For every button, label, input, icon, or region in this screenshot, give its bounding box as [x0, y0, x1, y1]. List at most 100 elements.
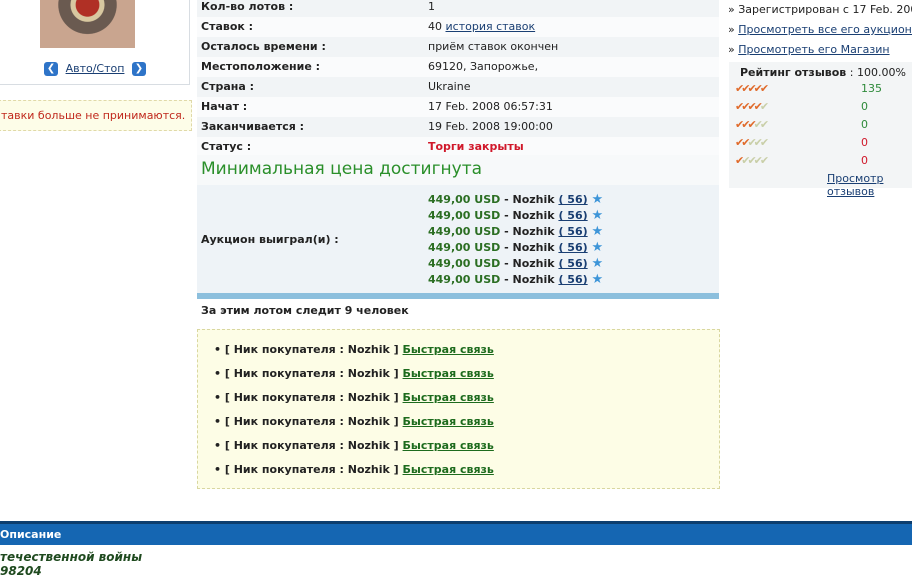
description-line: 98204 — [0, 564, 42, 578]
detail-value: 19 Feb. 2008 19:00:00 — [428, 117, 553, 137]
detail-value: приём ставок окончен — [428, 37, 558, 57]
check-rating-icon: ✔✔✔✔✔ — [735, 118, 769, 131]
registered-info: » Зарегистрирован с 17 Feb. 2008 — [728, 0, 912, 20]
detail-row: Заканчивается : 19 Feb. 2008 19:00:00 — [197, 117, 719, 137]
reserve-met-heading: Минимальная цена достигнута — [197, 155, 719, 185]
detail-row: Страна : Ukraine — [197, 77, 719, 97]
detail-value-text: 1 — [428, 0, 435, 13]
auto-stop-link[interactable]: Авто/Стоп — [65, 62, 125, 75]
winner-rating-link[interactable]: ( 56) — [558, 273, 588, 286]
winner-entry: 449,00 USD - Nozhik ( 56) ★ — [428, 208, 603, 224]
winners-section: Аукцион выиграл(и) : 449,00 USD - Nozhik… — [197, 185, 719, 293]
rating-row: ✔✔✔✔✔ 0 — [735, 98, 912, 116]
bids-closed-notice: тавки больше не принимаются. — [0, 100, 192, 131]
detail-label: Ставок : — [201, 20, 254, 33]
winner-entry: 449,00 USD - Nozhik ( 56) ★ — [428, 272, 603, 288]
rating-value: 100.00% — [856, 66, 906, 79]
star-icon: ★ — [591, 272, 604, 287]
rating-count: 135 — [861, 82, 882, 95]
detail-label: Осталось времени : — [201, 40, 326, 53]
buyer-item: • [ Ник покупателя : Nozhik ] Быстрая св… — [214, 410, 719, 434]
winner-rating-link[interactable]: ( 56) — [558, 225, 588, 238]
detail-label: Местоположение : — [201, 60, 321, 73]
detail-value-text: Торги закрыты — [428, 140, 524, 153]
prev-arrow-icon[interactable]: ❮ — [44, 62, 59, 76]
detail-value: 69120, Запорожье, — [428, 57, 538, 77]
winner-entry: 449,00 USD - Nozhik ( 56) ★ — [428, 224, 603, 240]
bid-history-link[interactable]: история ставок — [445, 20, 536, 33]
rating-count: 0 — [861, 136, 868, 149]
quick-contact-link[interactable]: Быстрая связь — [402, 415, 494, 428]
quick-contact-link[interactable]: Быстрая связь — [402, 343, 494, 356]
seller-info: » Зарегистрирован с 17 Feb. 2008 » Просм… — [728, 0, 912, 60]
buyer-item: • [ Ник покупателя : Nozhik ] Быстрая св… — [214, 362, 719, 386]
winners-label: Аукцион выиграл(и) : — [201, 233, 339, 246]
detail-value: 40 история ставок — [428, 17, 535, 37]
winner-rating-link[interactable]: ( 56) — [558, 193, 588, 206]
winner-entry: 449,00 USD - Nozhik ( 56) ★ — [428, 192, 603, 208]
separator: - — [500, 209, 513, 222]
description-title: Описание — [0, 528, 62, 541]
next-arrow-icon[interactable]: ❯ — [131, 62, 146, 76]
separator: - — [500, 257, 513, 270]
separator: - — [500, 193, 513, 206]
detail-value-text: приём ставок окончен — [428, 40, 559, 53]
winner-price: 449,00 USD — [428, 257, 501, 270]
item-photo[interactable] — [40, 0, 135, 48]
detail-row: Статус : Торги закрыты — [197, 137, 719, 157]
star-icon: ★ — [591, 240, 604, 255]
detail-value: 1 — [428, 0, 435, 17]
winner-rating-link[interactable]: ( 56) — [558, 209, 588, 222]
rating-row: ✔✔✔✔✔ 135 — [735, 80, 912, 98]
check-rating-icon: ✔✔✔✔✔ — [735, 154, 769, 167]
winner-rating-link[interactable]: ( 56) — [558, 241, 588, 254]
separator: - — [500, 273, 513, 286]
detail-label: Статус : — [201, 140, 252, 153]
store-link[interactable]: Просмотреть его Магазин — [738, 43, 890, 56]
feedback-rating-box: Рейтинг отзывов : 100.00% Просмотр отзыв… — [729, 62, 912, 198]
detail-row: Ставок : 40 история ставок — [197, 17, 719, 37]
buyer-nick: • [ Ник покупателя : Nozhik ] — [214, 463, 399, 476]
winner-entry: 449,00 USD - Nozhik ( 56) ★ — [428, 256, 603, 272]
winner-name: Nozhik — [512, 241, 555, 254]
buyer-nick: • [ Ник покупателя : Nozhik ] — [214, 343, 399, 356]
detail-value-text: 19 Feb. 2008 19:00:00 — [428, 120, 553, 133]
quick-contact-link[interactable]: Быстрая связь — [402, 439, 494, 452]
description-header: Описание — [0, 521, 912, 545]
all-auctions-link[interactable]: Просмотреть все его аукционы — [738, 23, 912, 36]
detail-value-text: Ukraine — [428, 80, 471, 93]
detail-row: Кол-во лотов : 1 — [197, 0, 719, 17]
star-icon: ★ — [591, 192, 604, 207]
buyer-nick: • [ Ник покупателя : Nozhik ] — [214, 415, 399, 428]
description-line: течественной войны — [0, 550, 143, 564]
rating-row: ✔✔✔✔✔ 0 — [735, 134, 912, 152]
winner-rating-link[interactable]: ( 56) — [558, 257, 588, 270]
detail-row: Осталось времени : приём ставок окончен — [197, 37, 719, 57]
quick-contact-link[interactable]: Быстрая связь — [402, 463, 494, 476]
rating-count: 0 — [861, 154, 868, 167]
quick-contact-link[interactable]: Быстрая связь — [402, 367, 494, 380]
buyer-nick: • [ Ник покупателя : Nozhik ] — [214, 391, 399, 404]
slideshow-nav: ❮ Авто/Стоп ❯ — [0, 62, 190, 80]
winner-name: Nozhik — [512, 193, 555, 206]
rating-count: 0 — [861, 100, 868, 113]
winner-price: 449,00 USD — [428, 193, 501, 206]
detail-label: Страна : — [201, 80, 254, 93]
winner-price: 449,00 USD — [428, 241, 501, 254]
detail-value: 17 Feb. 2008 06:57:31 — [428, 97, 553, 117]
detail-label: Заканчивается : — [201, 120, 305, 133]
check-rating-icon: ✔✔✔✔✔ — [735, 100, 769, 113]
rating-label: Рейтинг отзывов — [740, 66, 847, 79]
winner-price: 449,00 USD — [428, 209, 501, 222]
quick-contact-link[interactable]: Быстрая связь — [402, 391, 494, 404]
view-feedback-link[interactable]: Просмотр отзывов — [827, 172, 884, 198]
winner-name: Nozhik — [512, 209, 555, 222]
star-icon: ★ — [591, 208, 604, 223]
detail-value-text: 40 — [428, 20, 442, 33]
detail-value: Ukraine — [428, 77, 470, 97]
detail-row: Начат : 17 Feb. 2008 06:57:31 — [197, 97, 719, 117]
rating-separator: : — [846, 66, 857, 79]
winner-entry: 449,00 USD - Nozhik ( 56) ★ — [428, 240, 603, 256]
buyer-item: • [ Ник покупателя : Nozhik ] Быстрая св… — [214, 386, 719, 410]
buyers-list: • [ Ник покупателя : Nozhik ] Быстрая св… — [197, 329, 720, 489]
